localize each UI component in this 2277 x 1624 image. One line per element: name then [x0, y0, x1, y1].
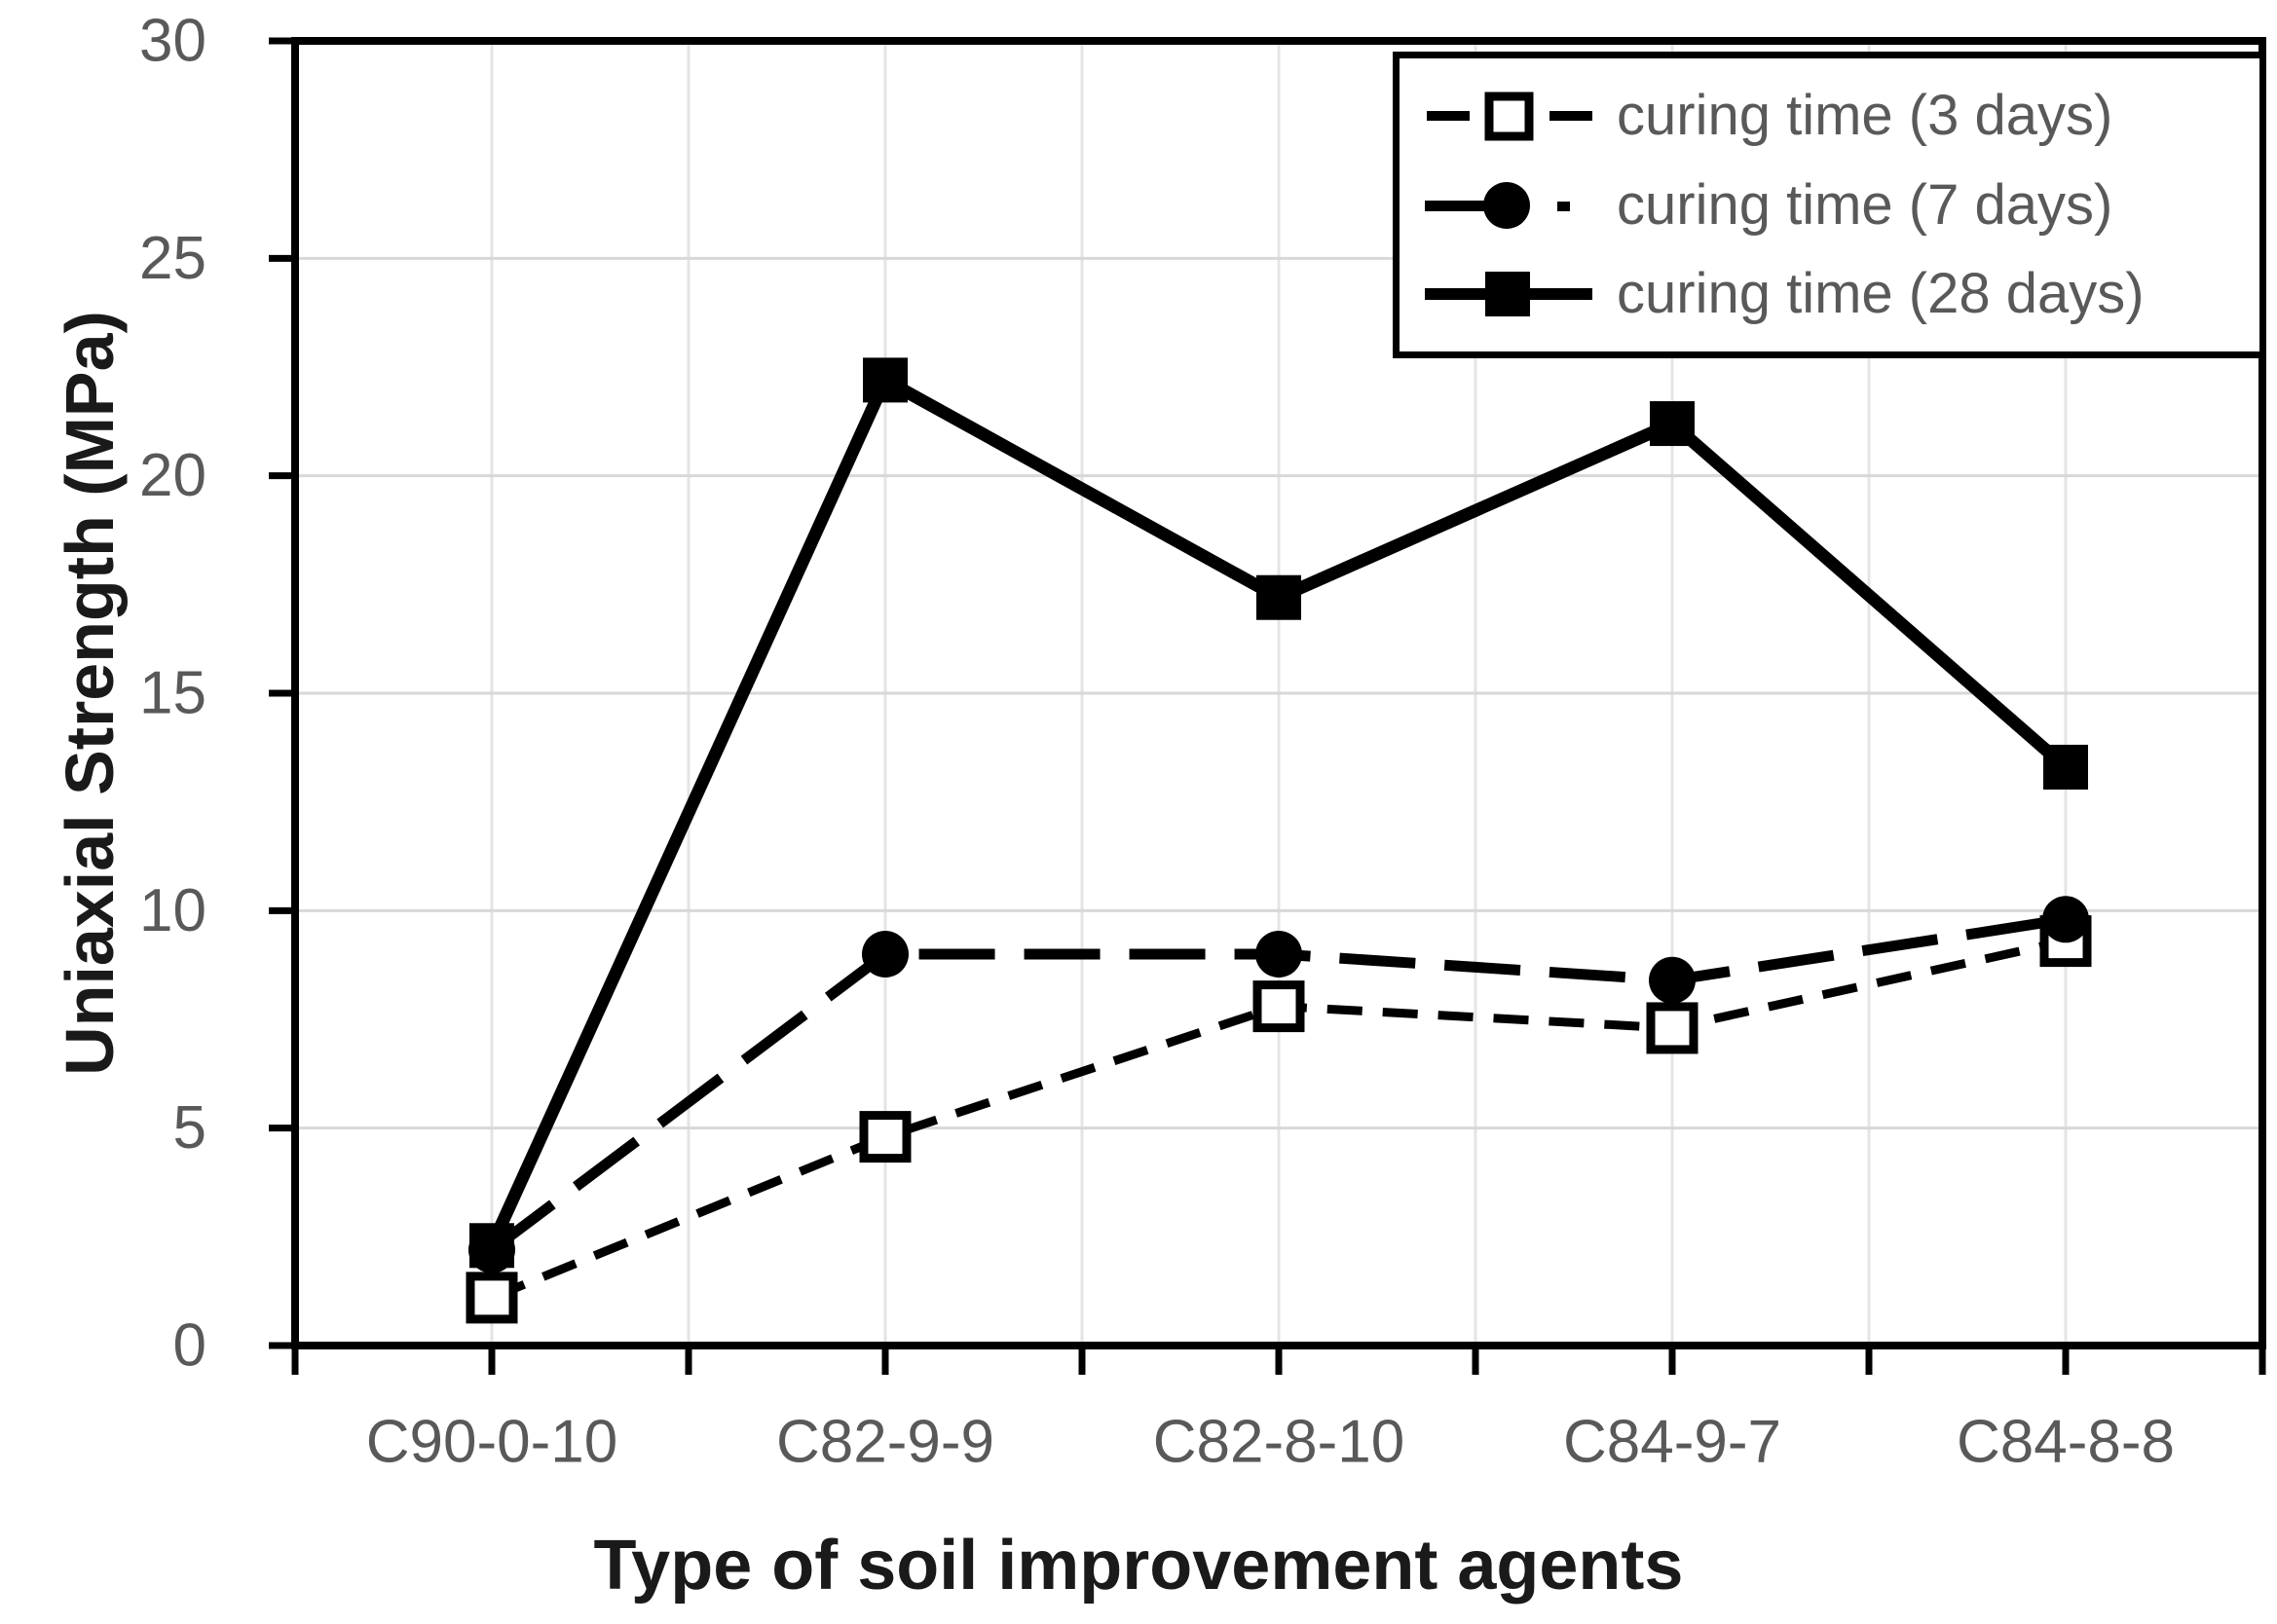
x-category-labels: C90-0-10 C82-9-9 C82-8-10 C84-9-7 C84-8-8	[366, 1409, 2175, 1476]
marker-open-square	[1252, 980, 1305, 1033]
legend-label: curing time (7 days)	[1617, 172, 2113, 237]
marker-filled-circle	[1649, 956, 1696, 1004]
marker-filled-square	[1256, 574, 1301, 620]
svg-text:C82-8-10: C82-8-10	[1153, 1409, 1404, 1476]
legend-label: curing time (28 days)	[1617, 261, 2145, 325]
svg-text:15: 15	[139, 660, 206, 727]
marker-filled-square	[1650, 401, 1695, 447]
marker-filled-circle	[862, 931, 909, 978]
y-axis-title: Uniaxial Strength (MPa)	[52, 311, 128, 1076]
legend-marker-7-days-icon	[1425, 181, 1570, 229]
marker-filled-circle	[2042, 896, 2089, 943]
axis-ticks	[269, 37, 2266, 1375]
marker-filled-circle	[1255, 931, 1302, 978]
svg-text:20: 20	[139, 442, 206, 509]
marker-filled-square	[2043, 744, 2088, 790]
svg-text:25: 25	[139, 225, 206, 292]
legend-item-3-days: curing time (3 days)	[1400, 85, 2259, 147]
legend-item-28-days: curing time (28 days)	[1400, 263, 2259, 325]
marker-filled-square	[469, 1223, 514, 1269]
legend-item-7-days: curing time (7 days)	[1400, 174, 2259, 237]
legend-label: curing time (3 days)	[1617, 84, 2113, 148]
marker-open-square	[466, 1272, 518, 1324]
y-tick-labels: 0 5 10 15 20 25 30	[139, 8, 206, 1380]
series-curing-time-28-days-	[469, 357, 2088, 1269]
legend: curing time (3 days) curing time (7 days…	[1393, 52, 2266, 358]
svg-text:C82-9-9: C82-9-9	[776, 1409, 994, 1476]
svg-text:C90-0-10: C90-0-10	[366, 1409, 617, 1476]
marker-filled-square	[863, 357, 908, 403]
legend-marker-3-days-icon	[1427, 92, 1592, 141]
marker-open-square	[859, 1111, 912, 1163]
svg-text:30: 30	[139, 8, 206, 75]
x-axis-title: Type of soil improvement agents	[594, 1527, 1684, 1605]
svg-text:C84-9-7: C84-9-7	[1563, 1409, 1781, 1476]
legend-marker-28-days-icon	[1425, 271, 1592, 316]
svg-text:0: 0	[173, 1312, 206, 1380]
svg-text:5: 5	[173, 1094, 206, 1162]
svg-text:C84-8-8: C84-8-8	[1957, 1409, 2175, 1476]
marker-open-square	[1646, 1002, 1698, 1054]
svg-text:10: 10	[139, 877, 206, 944]
